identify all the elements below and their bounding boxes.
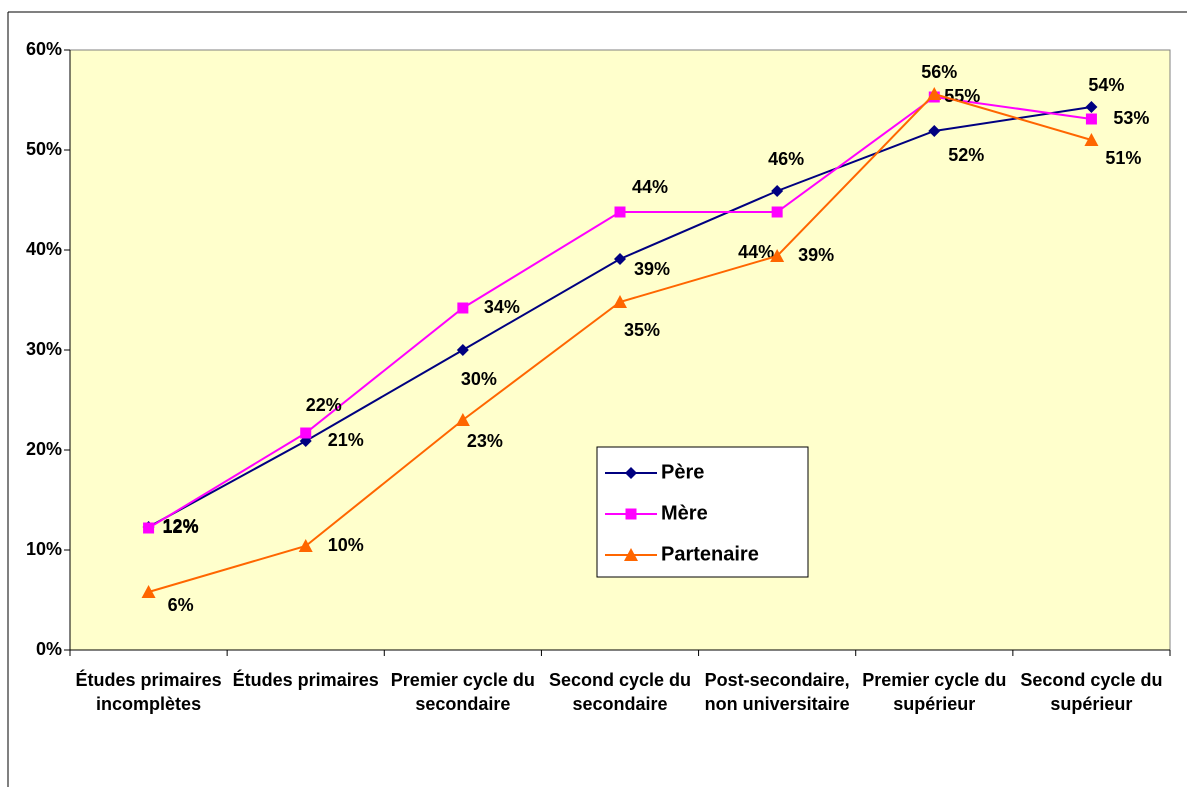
- legend-label: Partenaire: [661, 543, 759, 565]
- marker: [625, 467, 637, 479]
- data-label: 34%: [484, 297, 520, 317]
- data-label: 52%: [948, 145, 984, 165]
- marker: [457, 302, 469, 314]
- legend-label: Mère: [661, 502, 708, 524]
- x-tick-label: Premier cycle du supérieur: [862, 670, 1007, 714]
- marker: [771, 206, 783, 218]
- marker: [1085, 101, 1098, 113]
- data-label: 51%: [1105, 148, 1141, 168]
- marker: [624, 548, 638, 561]
- legend-label: Père: [661, 461, 704, 483]
- marker: [614, 253, 626, 265]
- data-label: 30%: [461, 369, 497, 389]
- marker: [625, 508, 637, 520]
- x-tick-label: Post-secondaire, non universitaire: [704, 670, 850, 714]
- y-tick-label: 0%: [36, 639, 62, 659]
- y-tick-label: 60%: [26, 39, 62, 59]
- y-tick-label: 50%: [26, 139, 62, 159]
- marker: [928, 125, 941, 137]
- data-label: 39%: [798, 245, 834, 265]
- x-tick-label: Études primaires incomplètes: [75, 670, 222, 714]
- marker: [770, 249, 785, 262]
- marker: [1085, 113, 1097, 125]
- data-label: 46%: [768, 149, 804, 169]
- marker: [298, 539, 313, 552]
- data-label: 54%: [1088, 75, 1124, 95]
- marker: [613, 295, 627, 308]
- marker: [300, 427, 312, 439]
- data-label: 44%: [738, 242, 774, 262]
- data-label: 39%: [634, 259, 670, 279]
- data-label: 44%: [632, 177, 668, 197]
- data-label: 12%: [163, 516, 199, 536]
- marker: [614, 206, 626, 218]
- data-label: 35%: [624, 320, 660, 340]
- marker: [1084, 133, 1099, 146]
- x-tick-label: Second cycle du secondaire: [548, 670, 692, 714]
- y-tick-label: 30%: [26, 339, 62, 359]
- y-tick-label: 10%: [26, 539, 62, 559]
- y-tick-label: 20%: [26, 439, 62, 459]
- data-label: 22%: [306, 395, 342, 415]
- marker: [927, 87, 942, 100]
- data-label: 6%: [168, 595, 194, 615]
- data-label: 56%: [921, 62, 957, 82]
- data-label: 10%: [328, 535, 364, 555]
- data-label: 23%: [467, 431, 503, 451]
- data-label: 53%: [1113, 108, 1149, 128]
- marker: [771, 185, 784, 197]
- x-tick-label: Premier cycle du secondaire: [390, 670, 535, 714]
- x-tick-label: Études primaires: [232, 670, 379, 690]
- marker: [143, 522, 155, 534]
- marker: [456, 344, 469, 356]
- marker: [455, 413, 470, 426]
- data-label: 21%: [328, 430, 364, 450]
- data-label: 55%: [944, 86, 980, 106]
- x-tick-label: Second cycle du supérieur: [1020, 670, 1163, 714]
- marker: [141, 585, 156, 598]
- y-tick-label: 40%: [26, 239, 62, 259]
- data-label: 12%: [163, 517, 199, 537]
